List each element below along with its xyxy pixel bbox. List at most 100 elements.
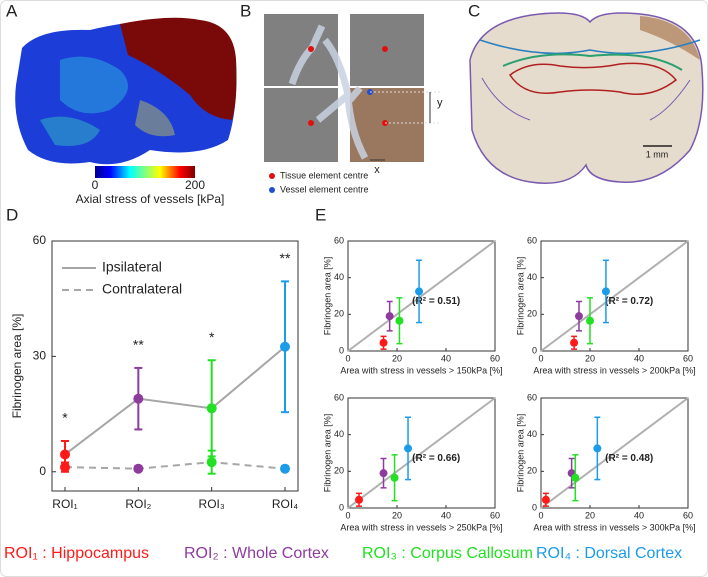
identity-line (540, 397, 689, 509)
data-point (574, 312, 583, 321)
data-point (390, 473, 399, 482)
brain-section (469, 12, 704, 184)
series-line (64, 461, 286, 470)
y-tick-label: 0 (532, 502, 537, 512)
data-point (541, 495, 550, 504)
colorbar-label: Axial stress of vessels [kPa] (76, 192, 225, 206)
y-tick-label: 30 (33, 349, 47, 363)
x-axis-label: Area with stress in vessels > 250kPa [%] (340, 522, 502, 532)
significance-marker: ** (280, 250, 291, 266)
significance-marker: ** (133, 337, 144, 353)
x-axis-label: Area with stress in vessels > 200kPa [%] (533, 365, 695, 375)
identity-line (347, 397, 496, 509)
y-tick-label: 60 (527, 392, 537, 402)
x-tick-label: 40 (441, 510, 451, 520)
x-tick-label: ROI₁ (52, 497, 77, 511)
y-axis-label: Fibrinogen area [%] (10, 314, 24, 419)
plot-area (51, 240, 299, 492)
data-point (60, 462, 70, 473)
panel-label: D (6, 205, 18, 224)
scale-bar-label: 1 mm (646, 149, 669, 159)
roi-legend: ROI₂ : Whole Cortex (184, 545, 329, 562)
x-axis-label: Area with stress in vessels > 300kPa [%] (533, 522, 695, 532)
plot-area (540, 240, 689, 352)
y-axis-label: Fibrinogen area [%] (322, 257, 332, 336)
data-point (593, 444, 602, 453)
y-tick-label: 40 (334, 429, 344, 439)
y-axis-label: Fibrinogen area [%] (322, 414, 332, 493)
y-tick-label: 20 (334, 309, 344, 319)
plot-area (540, 397, 689, 509)
x-tick-label: 40 (634, 353, 644, 363)
data-point (385, 312, 394, 321)
significance-marker: * (62, 410, 68, 426)
x-tick-label: 20 (392, 353, 402, 363)
y-tick-label: 40 (527, 429, 537, 439)
data-point (379, 469, 388, 478)
legend-label: Contralateral (102, 281, 182, 297)
data-point (133, 393, 144, 404)
data-point (60, 449, 70, 460)
legend-label: Tissue element centre (280, 170, 368, 180)
x-tick-label: ROI₂ (125, 497, 151, 511)
colorbar-tick: 0 (92, 178, 99, 192)
x-tick-label: 0 (538, 353, 543, 363)
data-point (280, 463, 290, 474)
y-tick-label: 0 (339, 345, 344, 355)
stress-map (15, 17, 237, 178)
x-axis-label: Area with stress in vessels > 150kPa [%] (340, 365, 502, 375)
r-squared: (R² = 0.48) (605, 453, 653, 464)
data-point (206, 403, 217, 414)
roi-legend: ROI₄ : Dorsal Cortex (536, 545, 682, 562)
y-axis-label: Fibrinogen area [%] (515, 414, 525, 493)
r-squared: (R² = 0.66) (412, 453, 460, 464)
y-tick-label: 20 (334, 466, 344, 476)
series-line (64, 346, 286, 456)
y-tick-label: 20 (527, 466, 537, 476)
legend-label: Ipsilateral (102, 259, 162, 275)
y-tick-label: 0 (39, 464, 46, 478)
significance-marker: * (209, 329, 215, 345)
data-point (395, 316, 404, 325)
x-tick-label: 40 (634, 510, 644, 520)
element-diagram (264, 14, 440, 193)
y-tick-label: 40 (527, 272, 537, 282)
y-tick-label: 0 (532, 345, 537, 355)
legend-label: Vessel element centre (280, 184, 369, 194)
data-point (379, 338, 388, 347)
data-point (280, 341, 290, 352)
x-tick-label: 0 (345, 353, 350, 363)
colorbar-tick: 200 (185, 178, 205, 192)
x-tick-label: 0 (538, 510, 543, 520)
data-point (570, 338, 579, 347)
data-point (601, 287, 610, 296)
data-point (571, 473, 580, 482)
x-tick-label: 40 (441, 353, 451, 363)
panel-label: C (468, 1, 480, 20)
identity-line (347, 240, 496, 352)
x-tick-label: 20 (585, 510, 595, 520)
x-tick-label: 60 (683, 510, 693, 520)
y-axis-label: Fibrinogen area [%] (515, 257, 525, 336)
y-tick-label: 60 (33, 233, 47, 247)
x-tick-label: 20 (392, 510, 402, 520)
y-tick-label: 0 (339, 502, 344, 512)
y-tick-label: 40 (334, 272, 344, 282)
x-tick-label: 20 (585, 353, 595, 363)
dimension-label: y (437, 97, 443, 109)
data-point (133, 463, 144, 474)
x-tick-label: 0 (345, 510, 350, 520)
y-tick-label: 60 (527, 235, 537, 245)
data-point (206, 457, 217, 468)
data-point (586, 316, 594, 325)
r-squared: (R² = 0.51) (412, 296, 460, 307)
data-point (355, 495, 364, 504)
panel-label: B (240, 1, 251, 20)
data-point (415, 287, 424, 296)
roi-legend: ROI₃ : Corpus Callosum (362, 545, 533, 562)
x-tick-label: 60 (683, 353, 693, 363)
plot-area (347, 240, 496, 352)
y-tick-label: 60 (334, 392, 344, 402)
r-squared: (R² = 0.72) (605, 296, 653, 307)
